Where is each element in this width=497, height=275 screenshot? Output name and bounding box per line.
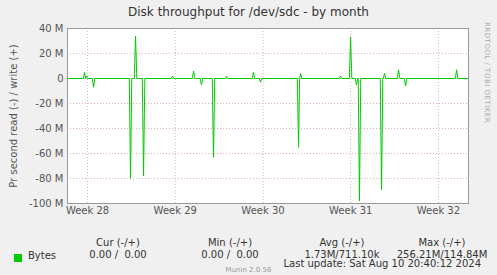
svg-text:-20 M: -20 M <box>35 98 63 109</box>
html-text:RRDTOOL / TOBI OETIKER: RRDTOOL / TOBI OETIKER <box>483 22 491 124</box>
html-text:Avg (-/+): Avg (-/+) <box>319 237 365 248</box>
svg-text:Pr second read (-) / write (+): Pr second read (-) / write (+) <box>8 44 19 187</box>
html-text:Munin 2.0.56: Munin 2.0.56 <box>225 266 272 274</box>
html-text:Disk throughput for /dev/sdc -: Disk throughput for /dev/sdc - by month <box>128 5 369 19</box>
html-text:0.00 / 0.00: 0.00 / 0.00 <box>201 249 259 260</box>
html-text:Max (-/+): Max (-/+) <box>418 237 466 248</box>
svg-text:Week 30: Week 30 <box>241 205 284 216</box>
html-text:256.21M/114.84M: 256.21M/114.84M <box>396 249 488 260</box>
svg-text:40 M: 40 M <box>39 23 64 34</box>
svg-text:Week 31: Week 31 <box>329 205 372 216</box>
svg-text:20 M: 20 M <box>39 48 64 59</box>
html-text:0.00 / 0.00: 0.00 / 0.00 <box>89 249 147 260</box>
svg-text:-60 M: -60 M <box>35 148 63 159</box>
svg-text:-100 M: -100 M <box>29 198 64 209</box>
svg-text:Week 32: Week 32 <box>417 205 460 216</box>
svg-text:Week 29: Week 29 <box>154 205 197 216</box>
svg-text:-80 M: -80 M <box>35 173 63 184</box>
html-text:Cur (-/+): Cur (-/+) <box>96 237 140 248</box>
svg-text:-40 M: -40 M <box>35 123 63 134</box>
html-text:Min (-/+): Min (-/+) <box>208 237 252 248</box>
html-text:1.73M/711.10k: 1.73M/711.10k <box>304 249 380 260</box>
svg-text:0: 0 <box>57 73 63 84</box>
html-text:Last update: Sat Aug 10 20:40:: Last update: Sat Aug 10 20:40:12 2024 <box>283 258 481 269</box>
html-text:Bytes: Bytes <box>28 250 57 261</box>
svg-text:Week 28: Week 28 <box>66 205 109 216</box>
